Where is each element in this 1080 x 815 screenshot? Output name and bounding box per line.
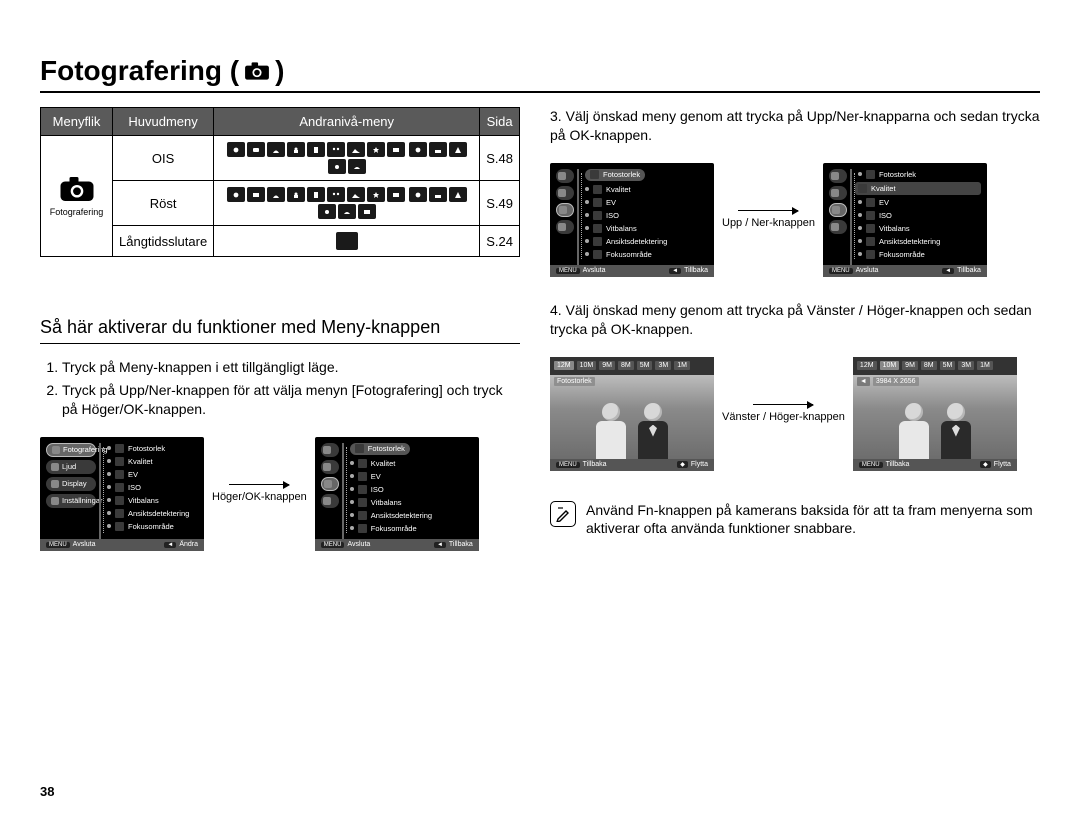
th-menyflik: Menyflik	[41, 108, 113, 136]
camera-screenshot-photo: 12M 10M 9M 8M 5M 3M 1M Fotostorlek MEN	[550, 357, 714, 471]
step-1: Tryck på Meny-knappen i ett tillgängligt…	[62, 358, 520, 377]
row1-icons	[214, 181, 480, 226]
flik-cell: Fotografering	[41, 136, 113, 257]
menu-table: Menyflik Huvudmeny Andranivå-meny Sida F…	[40, 107, 520, 257]
page-title: Fotografering (	[40, 55, 239, 87]
camera-screenshot: Fotografering Ljud Display Inställningar…	[40, 437, 204, 551]
page-title-close: )	[275, 55, 284, 87]
step-4: 4. Välj önskad meny genom att trycka på …	[550, 301, 1040, 339]
arrow-right-icon	[753, 404, 813, 405]
camera-screenshot: Fotostorlek Kvalitet EV ISO Vitbalans An…	[550, 163, 714, 277]
row1-sida: S.49	[480, 181, 520, 226]
camera-icon	[59, 175, 95, 203]
mode-icon-strip	[220, 142, 473, 174]
step-3: 3. Välj önskad meny genom att trycka på …	[550, 107, 1040, 145]
night-mode-icon	[336, 232, 358, 250]
arrow-label: Höger/OK-knappen	[212, 484, 307, 503]
right-shot-row-2: 12M 10M 9M 8M 5M 3M 1M Fotostorlek MEN	[550, 357, 1040, 471]
page-number: 38	[40, 784, 54, 799]
arrow-right-icon	[229, 484, 289, 485]
section-heading: Så här aktiverar du funktioner med Meny-…	[40, 317, 520, 344]
th-huvudmeny: Huvudmeny	[113, 108, 214, 136]
camera-screenshot: Fotostorlek Kvalitet EV ISO Vitbalans An…	[823, 163, 987, 277]
left-shot-row: Fotografering Ljud Display Inställningar…	[40, 437, 520, 551]
left-steps: Tryck på Meny-knappen i ett tillgängligt…	[40, 358, 520, 419]
row0-sida: S.48	[480, 136, 520, 181]
camera-screenshot: Fotostorlek Kvalitet EV ISO Vitbalans An…	[315, 437, 479, 551]
camera-screenshot-photo: 12M 10M 9M 8M 5M 3M 1M ◄ 3984 X 2656	[853, 357, 1017, 471]
arrow-label: Vänster / Höger-knappen	[722, 404, 845, 423]
page-title-row: Fotografering ( )	[40, 55, 1040, 93]
arrow-label: Upp / Ner-knappen	[722, 210, 815, 229]
row1-huvud: Röst	[113, 181, 214, 226]
row2-huvud: Långtidsslutare	[113, 226, 214, 257]
left-column: Menyflik Huvudmeny Andranivå-meny Sida F…	[40, 107, 520, 551]
row0-huvud: OIS	[113, 136, 214, 181]
arrow-right-icon	[738, 210, 798, 211]
row2-icons	[214, 226, 480, 257]
row0-icons	[214, 136, 480, 181]
camera-icon	[243, 60, 271, 82]
right-column: 3. Välj önskad meny genom att trycka på …	[550, 107, 1040, 551]
right-shot-row-1: Fotostorlek Kvalitet EV ISO Vitbalans An…	[550, 163, 1040, 277]
note-text: Använd Fn-knappen på kamerans baksida fö…	[586, 501, 1040, 539]
th-andraniva: Andranivå-meny	[214, 108, 480, 136]
note-box: Använd Fn-knappen på kamerans baksida fö…	[550, 501, 1040, 539]
th-sida: Sida	[480, 108, 520, 136]
mode-icon-strip	[220, 187, 473, 219]
step-2: Tryck på Upp/Ner-knappen för att välja m…	[62, 381, 520, 419]
flik-label: Fotografering	[47, 207, 106, 217]
note-icon	[550, 501, 576, 527]
row2-sida: S.24	[480, 226, 520, 257]
